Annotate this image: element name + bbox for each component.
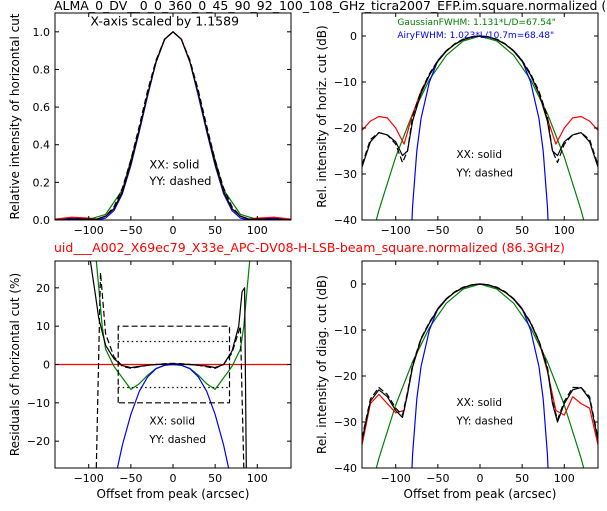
x-tick-label: 100 (247, 472, 268, 485)
x-tick-label: 100 (554, 472, 575, 485)
x-tick-label: 0 (170, 224, 177, 237)
y-axis-label: Relative intensity of horizontal cut (8, 13, 22, 219)
y-tick-label: −10 (27, 397, 50, 410)
series-line-2 (362, 35, 598, 145)
y-tick-label: 0.2 (33, 176, 51, 189)
series-line-3 (362, 35, 598, 168)
x-tick-label: 50 (515, 224, 529, 237)
x-tick-label: −100 (381, 224, 411, 237)
series-line-4 (362, 35, 598, 165)
annotation-text: YY: dashed (455, 416, 513, 428)
series-line-1 (55, 31, 291, 220)
series-line-1 (95, 261, 251, 390)
y-tick-label: 10 (36, 320, 50, 333)
series-line-4 (95, 271, 245, 468)
x-tick-label: −100 (381, 472, 411, 485)
y-tick-label: 0 (350, 30, 357, 43)
x-tick-label: −50 (119, 472, 142, 485)
series-line-2 (55, 31, 291, 220)
plot-frame (54, 12, 292, 221)
x-tick-label: 50 (515, 472, 529, 485)
figure-top-title: ALMA_0_DV__0_0_360_0_45_90_92_100_108_GH… (54, 0, 606, 13)
series-line-5 (117, 325, 231, 404)
y-tick-label: −30 (334, 416, 357, 429)
y-tick-label: 0 (350, 278, 357, 291)
series-group (55, 261, 291, 468)
series-line-2 (116, 363, 230, 468)
x-tick-label: 50 (208, 224, 222, 237)
y-tick-label: −20 (334, 370, 357, 383)
annotation-text: X-axis scaled by 1.1589 (90, 13, 239, 28)
y-tick-label: 1.0 (33, 26, 51, 39)
series-line-0 (55, 31, 291, 220)
x-tick-label: 50 (208, 472, 222, 485)
series-line-4 (362, 283, 598, 439)
y-tick-label: −10 (334, 324, 357, 337)
series-group (362, 283, 598, 468)
x-tick-label: −50 (119, 224, 142, 237)
plot-frame (361, 12, 599, 221)
y-tick-label: 0.4 (33, 139, 51, 152)
series-group (55, 31, 291, 220)
y-tick-label: −10 (334, 76, 357, 89)
y-tick-label: −30 (334, 168, 357, 181)
plot-frame (361, 260, 599, 469)
x-tick-label: 0 (170, 472, 177, 485)
annotation-text: XX: solid (456, 397, 502, 409)
panel-top-left: −100 −50 0 50 100 0.0 0.2 0.4 0.6 0.8 1.0 Relative … (8, 12, 292, 237)
x-tick-label: −100 (74, 224, 104, 237)
y-tick-label: −40 (334, 462, 357, 475)
series-group (362, 35, 598, 220)
panels: −100 −50 0 50 1000.00.20.40.60.81.0Relative … (8, 12, 599, 501)
legend-entry: GaussianFWHM: 1.131*L/D=67.54" (397, 18, 555, 28)
y-tick-label: 20 (36, 282, 50, 295)
y-tick-label: −20 (27, 435, 50, 448)
figure-mid-title: uid___A002_X69ec79_X33e_APC-DV08-H-LSB-b… (54, 240, 565, 255)
annotation-text: YY: dashed (148, 434, 206, 446)
y-tick-label: −20 (334, 122, 357, 135)
legend-entry: AiryFWHM: 1.023*L/10.7m=68.48" (397, 31, 554, 41)
x-tick-label: 100 (554, 224, 575, 237)
y-axis-label: Rel. intensity of diag. cut (dB) (315, 275, 329, 454)
y-tick-label: 0.8 (33, 63, 51, 76)
x-tick-label: 0 (477, 224, 484, 237)
series-line-4 (55, 31, 291, 220)
series-line-1 (411, 283, 549, 468)
x-axis-label: Offset from peak (arcsec) (404, 487, 557, 501)
series-line-3 (89, 261, 247, 468)
x-tick-label: 100 (247, 224, 268, 237)
series-line-1 (411, 35, 549, 220)
annotation-text: XX: solid (149, 157, 199, 171)
y-tick-label: 0.6 (33, 101, 51, 114)
x-tick-label: −50 (426, 224, 449, 237)
y-tick-label: 0 (43, 359, 50, 372)
x-axis-label: Offset from peak (arcsec) (97, 487, 250, 501)
y-axis-label: Rel. intensity of horiz. cut (dB) (315, 25, 329, 207)
annotation-text: YY: dashed (148, 174, 211, 188)
annotation-text: YY: dashed (455, 168, 513, 180)
y-tick-label: 0.0 (33, 214, 51, 227)
series-line-3 (55, 31, 291, 220)
annotation-text: XX: solid (149, 416, 195, 428)
annotation-text: XX: solid (456, 149, 502, 161)
y-tick-label: −40 (334, 214, 357, 227)
x-tick-label: −50 (426, 472, 449, 485)
x-tick-label: 0 (477, 472, 484, 485)
y-axis-label: Residuals of horizontal cut (%) (8, 273, 22, 456)
x-tick-label: −100 (74, 472, 104, 485)
